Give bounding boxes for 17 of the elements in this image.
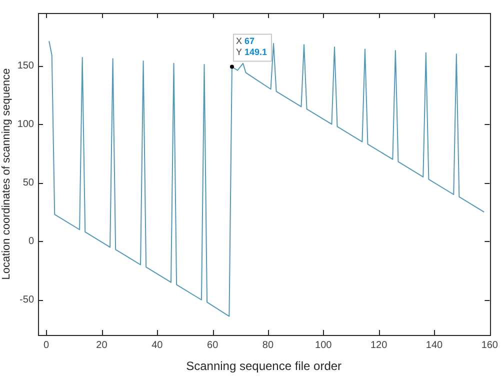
x-tick-label: 100 (315, 340, 332, 351)
x-tick-label: 120 (370, 340, 388, 351)
x-tick-label: 60 (207, 340, 219, 351)
x-tick-label: 40 (152, 340, 164, 351)
x-tick-label: 80 (262, 340, 274, 351)
y-tick-label: 50 (22, 178, 34, 189)
x-tick-label: 160 (481, 340, 498, 351)
y-tick-label: 0 (28, 236, 34, 248)
annotation: X 67 Y 149.1 (236, 36, 267, 58)
y-tick-label: -50 (20, 294, 34, 306)
x-axis-title: Scanning sequence file order (186, 359, 342, 374)
y-tick-label: 150 (17, 60, 34, 72)
y-tick-label: 100 (17, 118, 34, 130)
x-tick-label: 20 (96, 340, 108, 351)
x-tick-label: 0 (44, 340, 50, 351)
x-tick-label: 140 (426, 340, 444, 351)
y-axis-title: Location coordinates of scanning sequence (0, 68, 13, 280)
